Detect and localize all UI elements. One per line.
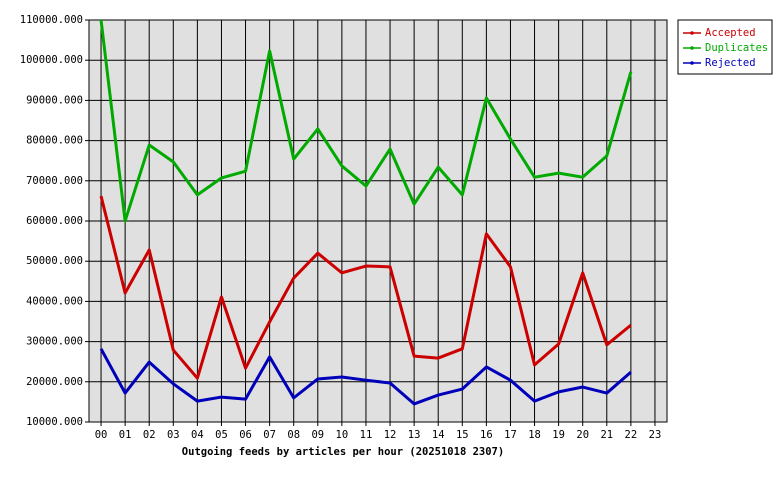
x-tick-label: 10 [336,429,349,441]
y-tick-label: 20000.000 [26,376,83,388]
legend-label: Rejected [705,57,756,69]
x-tick-label: 02 [143,429,156,441]
y-tick-label: 70000.000 [26,175,83,187]
legend-dot [690,46,694,50]
chart-title: Outgoing feeds by articles per hour (202… [182,446,504,458]
y-tick-label: 110000.000 [20,14,83,26]
legend-dot [690,61,694,65]
x-tick-label: 04 [191,429,204,441]
x-tick-label: 00 [95,429,108,441]
legend-label: Duplicates [705,42,768,54]
x-tick-label: 01 [119,429,132,441]
series-line [99,195,632,380]
x-tick-label: 18 [528,429,541,441]
x-tick-label: 17 [504,429,517,441]
x-tick-label: 23 [649,429,662,441]
legend-dot [690,31,694,35]
y-tick-label: 100000.000 [20,54,83,66]
x-tick-label: 21 [600,429,613,441]
x-tick-label: 03 [167,429,180,441]
legend-label: Accepted [705,27,756,39]
y-tick-label: 40000.000 [26,295,83,307]
y-tick-label: 80000.000 [26,135,83,147]
x-tick-label: 20 [576,429,589,441]
y-tick-label: 60000.000 [26,215,83,227]
series-line [99,348,632,406]
x-tick-label: 13 [408,429,421,441]
x-tick-label: 05 [215,429,228,441]
x-tick-label: 22 [625,429,638,441]
x-tick-label: 15 [456,429,469,441]
y-tick-label: 30000.000 [26,336,83,348]
y-tick-label: 90000.000 [26,94,83,106]
x-tick-label: 12 [384,429,397,441]
x-tick-label: 16 [480,429,493,441]
legend [677,19,773,75]
x-tick-label: 09 [311,429,324,441]
series-line [99,19,633,223]
x-tick-label: 07 [263,429,276,441]
x-tick-label: 11 [360,429,373,441]
x-tick-label: 14 [432,429,445,441]
y-tick-label: 10000.000 [26,416,83,428]
y-tick-label: 50000.000 [26,255,83,267]
x-tick-label: 19 [552,429,565,441]
x-tick-label: 08 [287,429,300,441]
x-tick-label: 06 [239,429,252,441]
